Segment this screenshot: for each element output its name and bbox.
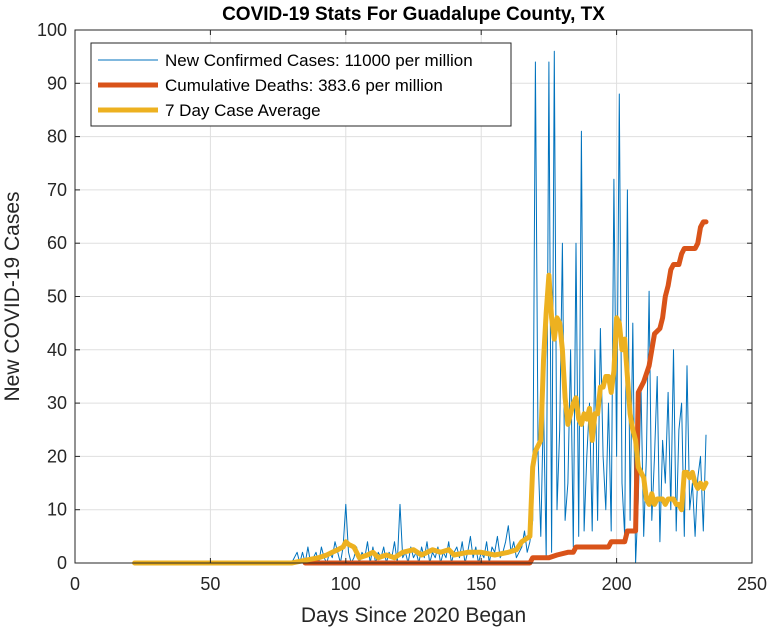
y-tick-label: 0 — [57, 553, 67, 573]
x-tick-label: 100 — [331, 574, 361, 594]
series-line-3 — [132, 272, 709, 566]
y-tick-label: 100 — [37, 20, 67, 40]
y-axis-title: New COVID-19 Cases — [1, 191, 24, 401]
series-line-1 — [134, 50, 707, 564]
y-tick-label: 30 — [47, 393, 67, 413]
y-tick-label: 10 — [47, 500, 67, 520]
y-tick-label: 40 — [47, 340, 67, 360]
y-tick-label: 80 — [47, 127, 67, 147]
x-tick-label: 0 — [70, 574, 80, 594]
series-line-2 — [302, 219, 709, 566]
x-axis-title: Days Since 2020 Began — [301, 604, 526, 627]
legend-label: Cumulative Deaths: 383.6 per million — [165, 76, 443, 95]
y-tick-label: 20 — [47, 446, 67, 466]
x-tick-label: 200 — [602, 574, 632, 594]
axis-ticks: 0 50 100 150 200 250 0 10 20 30 40 50 60 70 80 90 100 — [37, 20, 767, 594]
legend-box — [90, 42, 512, 127]
y-tick-label: 70 — [47, 180, 67, 200]
y-tick-label: 90 — [47, 73, 67, 93]
y-tick-label: 60 — [47, 233, 67, 253]
legend-label: New Confirmed Cases: 11000 per million — [165, 51, 473, 70]
x-tick-label: 50 — [200, 574, 220, 594]
legend: New Confirmed Cases: 11000 per million Cu… — [90, 42, 512, 127]
y-tick-label: 50 — [47, 287, 67, 307]
legend-label: 7 Day Case Average — [165, 101, 321, 120]
chart-title: COVID-19 Stats For Guadalupe County, TX — [222, 4, 605, 25]
plot-area — [132, 50, 709, 566]
x-tick-label: 150 — [466, 574, 496, 594]
x-tick-label: 250 — [737, 574, 767, 594]
